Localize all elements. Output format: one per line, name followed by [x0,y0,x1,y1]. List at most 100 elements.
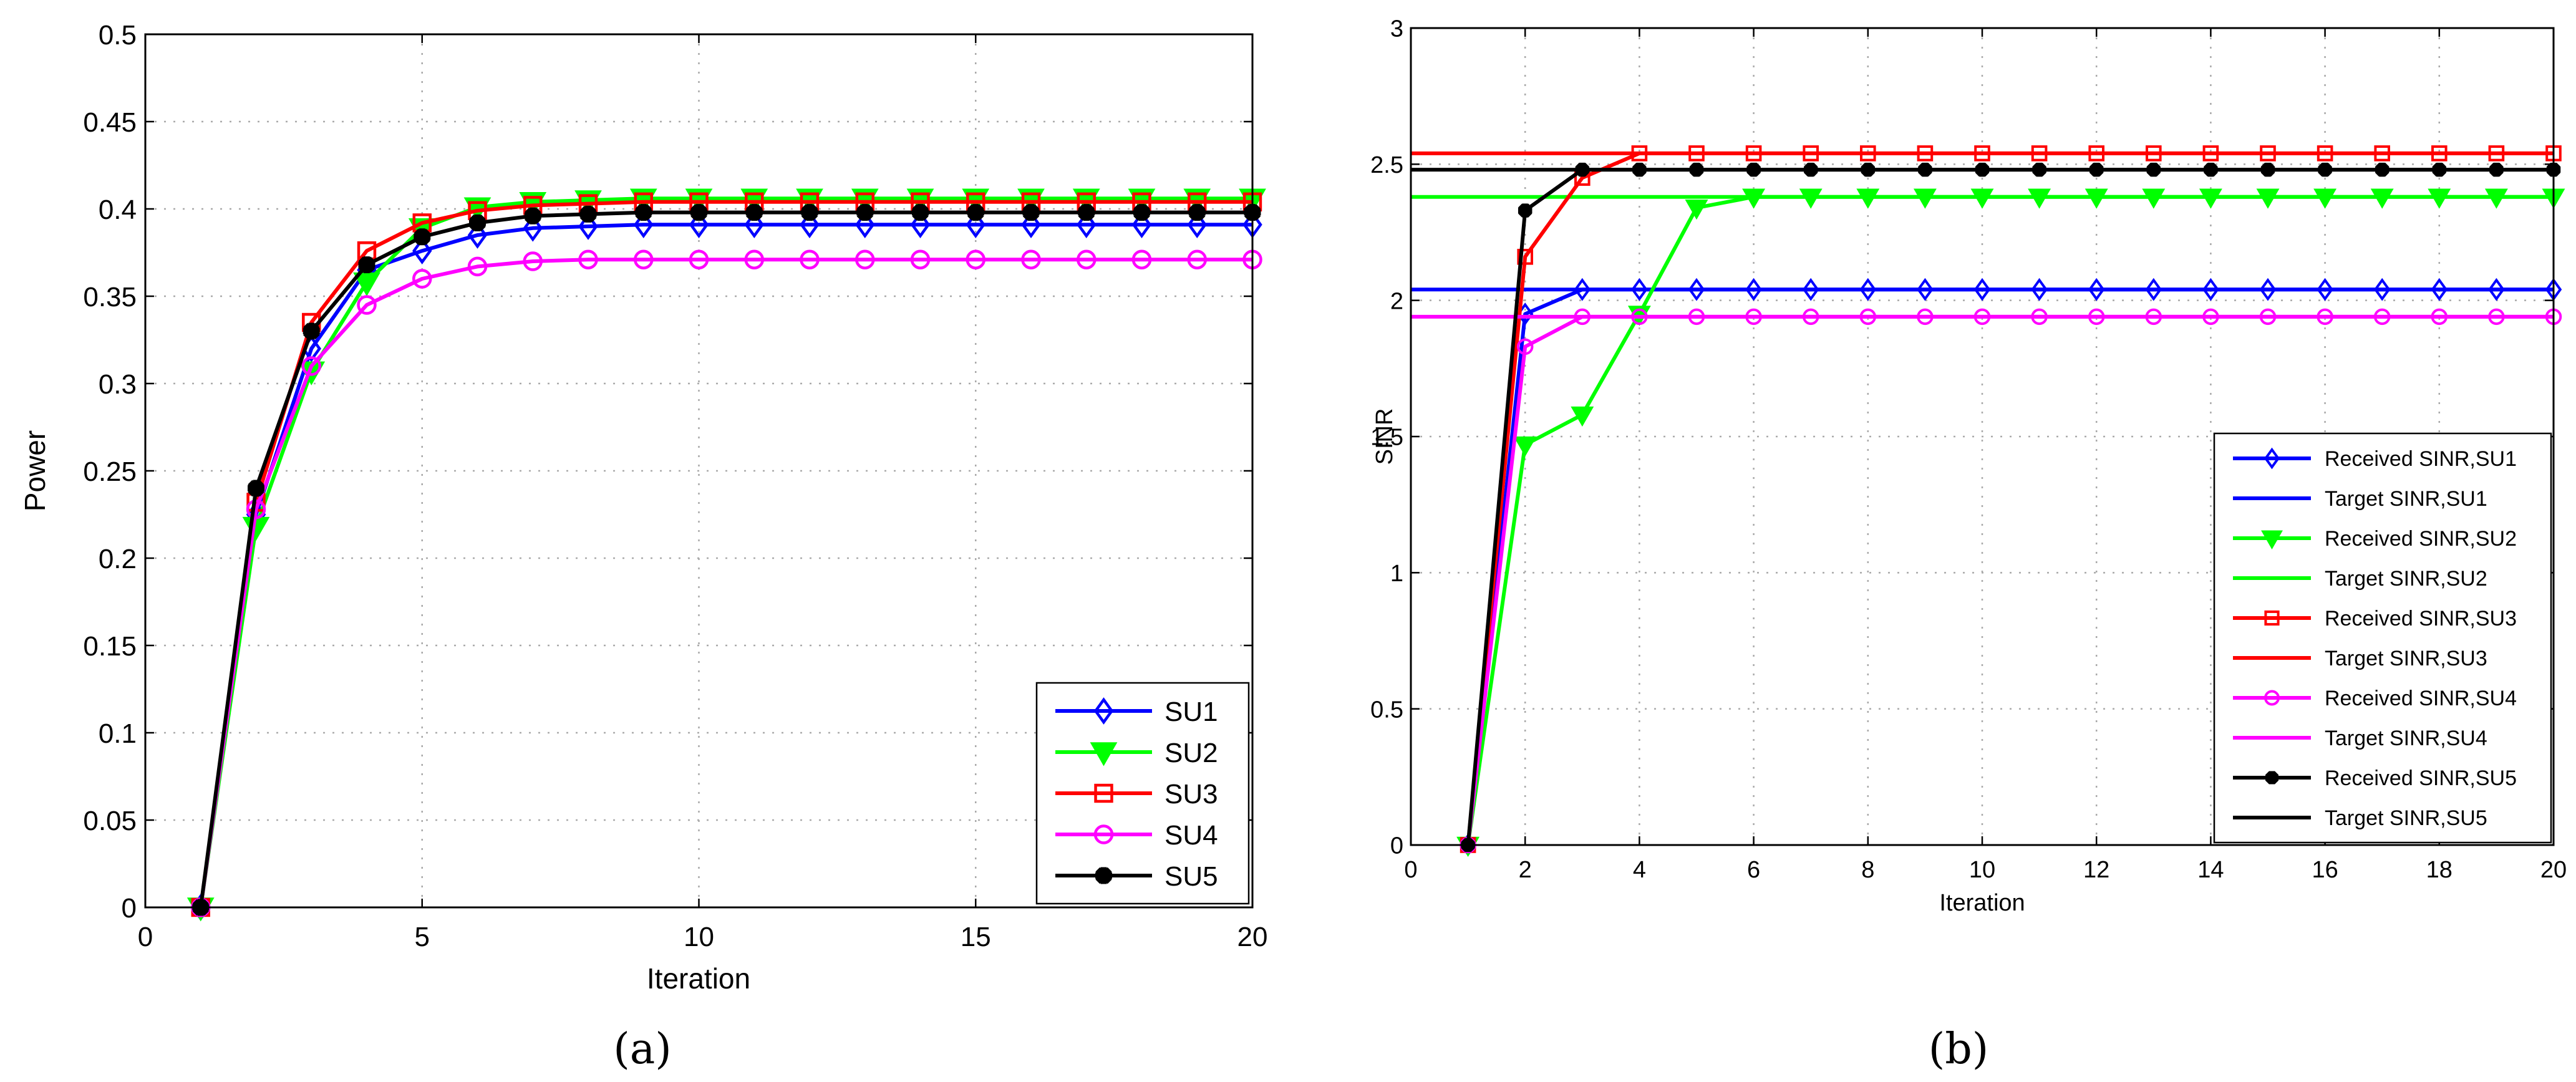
legend-entry-su5: SU5 [1055,861,1218,892]
su4-point [744,249,764,269]
su5-point [248,480,264,497]
legend-entry-received-sinr-su4: Received SINR,SU4 [2233,687,2517,710]
su4-markers [191,249,1262,917]
su4-point [412,269,432,289]
received-sinr-su1-point [2317,278,2333,301]
received-sinr-su1-point [2031,278,2048,301]
y-tick-label: 0.5 [1370,697,1403,723]
su4-point [357,295,377,315]
su4-point [467,256,488,277]
su4-point [910,249,931,269]
legend-entry-target-sinr-su1: Target SINR,SU1 [2233,487,2487,511]
legend-swatch-marker [2264,610,2280,626]
received-sinr-su1-markers [1460,278,2562,857]
legend-swatch-marker [2264,447,2280,470]
legend-label: Target SINR,SU1 [2325,487,2487,511]
x-tick-label: 14 [2197,857,2224,883]
su5-point [469,214,486,231]
received-sinr-su3-point [1517,249,1533,265]
panel-a-label: (a) [613,1025,672,1074]
received-sinr-su1-point [2145,278,2162,301]
y-tick-label: 0.45 [83,107,137,138]
su5-point [1133,204,1150,221]
su5-point [524,207,541,225]
x-tick-label: 20 [2540,857,2567,883]
su5-point [912,204,929,221]
legend-entry-su3: SU3 [1055,779,1218,809]
su1-point [1077,211,1097,239]
legend-entry-target-sinr-su5: Target SINR,SU5 [2233,806,2487,830]
su5-point [1188,204,1206,221]
legend-entry-su1: SU1 [1055,697,1218,727]
su4-point [855,249,875,269]
legend-swatch-marker [1090,742,1118,766]
y-tick-label: 1 [1390,561,1403,587]
legend-entry-su2: SU2 [1055,738,1218,768]
su1-point [1021,211,1041,239]
su4-point [301,356,321,376]
su1-point [412,237,432,265]
su4-point [689,249,709,269]
su1-point [467,221,488,249]
y-tick-label: 0.05 [83,806,137,836]
su1-point [800,211,820,239]
su4-point [578,249,598,269]
x-tick-label: 10 [1969,857,1995,883]
legend-label: Target SINR,SU4 [2325,727,2487,750]
su1-point [523,214,543,242]
x-tick-label: 18 [2426,857,2453,883]
x-tick-label: 5 [415,922,430,952]
legend-label: SU2 [1165,738,1218,768]
received-sinr-su2-point [1513,436,1537,457]
su5-point [414,228,431,246]
y-tick-label: 0.5 [99,20,137,51]
y-tick-label: 1.5 [1370,425,1403,451]
legend-entry-received-sinr-su2: Received SINR,SU2 [2233,527,2517,551]
su5-point [856,204,874,221]
sinr-chart-panel: 0 2 4 6 8 10 12 14 16 18 20 0 0.5 1 1.5 2 2.5 3 Iteration… [1370,16,2567,1074]
power-chart-panel: 0 5 10 15 20 0 0.05 0.1 0.15 0.2 0.25 0.3 0.35 0.4 0.4… [19,20,1267,1074]
su4-point [1077,249,1097,269]
legend-swatch-marker [2265,771,2279,785]
su5-point [1078,204,1095,221]
x-tick-label: 12 [2083,857,2109,883]
su5-point [303,322,320,340]
su4-point [634,249,654,269]
legend-label: Received SINR,SU1 [2325,447,2517,471]
x-tick-label: 8 [1861,857,1874,883]
received-sinr-su1-point [2259,278,2277,301]
y-tick-label: 2 [1390,288,1403,314]
legend-swatch-marker [1093,824,1114,844]
legend-entry-received-sinr-su1: Received SINR,SU1 [2233,447,2517,471]
received-sinr-su1-point [2431,278,2448,301]
sinr-ticks: 0 2 4 6 8 10 12 14 16 18 20 0 0.5 1 1.5 2 2.5 3 [1370,16,2567,883]
legend-swatch-marker [1094,783,1113,803]
legend-swatch-marker [1095,867,1112,884]
legend-entry-target-sinr-su2: Target SINR,SU2 [2233,567,2487,591]
power-ylabel: Power [19,430,51,511]
received-sinr-su1-point [1859,278,1877,301]
su5-point [801,204,818,221]
received-sinr-su1-point [1745,278,1762,301]
y-tick-label: 2.5 [1370,152,1403,178]
su4-point [523,251,543,271]
su1-point [855,211,875,239]
su1-point [1187,211,1207,239]
su5-point [579,205,597,223]
su1-point [1131,211,1152,239]
legend-swatch-marker [1093,697,1114,725]
su5-point [690,204,707,221]
legend-entry-received-sinr-su5: Received SINR,SU5 [2233,766,2517,790]
sinr-series [1411,145,2565,857]
legend-label: SU3 [1165,779,1218,809]
received-sinr-su1-point [2373,278,2391,301]
legend-swatch-marker [2261,530,2283,550]
su5-point [1022,204,1040,221]
y-tick-label: 3 [1390,16,1403,42]
y-tick-label: 0 [122,893,137,924]
x-tick-label: 15 [961,922,991,952]
x-tick-label: 2 [1519,857,1532,883]
su1-point [634,211,654,239]
su5-point [635,204,652,221]
